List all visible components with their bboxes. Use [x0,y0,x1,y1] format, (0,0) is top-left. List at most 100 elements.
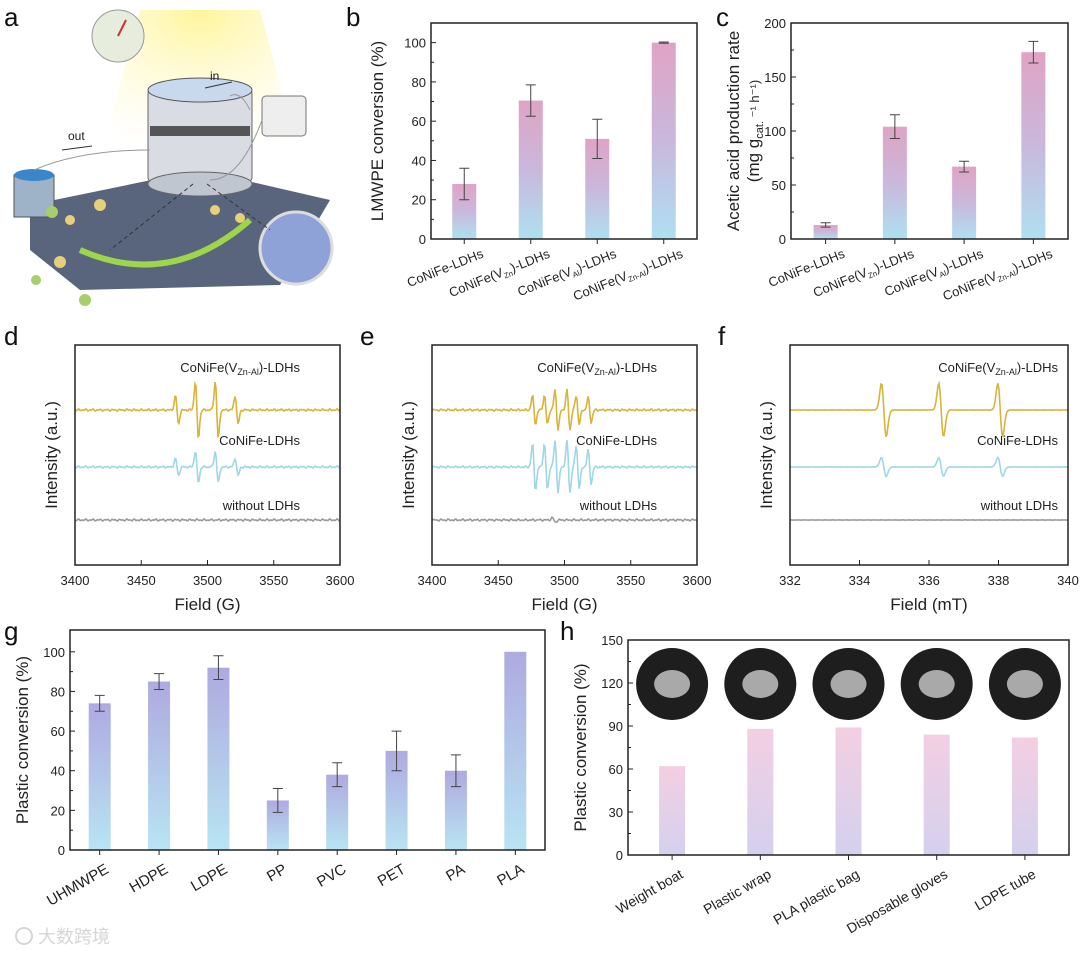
x-tick-label: PLA plastic bag [770,866,862,928]
green-arrow [78,217,252,268]
y-tick-label: 20 [51,803,65,818]
bar [651,42,676,239]
watermark: 大数跨境 [15,927,110,947]
y-axis-label: Plastic conversion (%) [571,663,590,831]
chart-e: 3400 3450 3500 3550 3600 CoNiFe(VZn-Al)-LDHs C… [399,344,712,614]
error-bar [592,118,603,159]
y-tick-label: 60 [412,114,426,129]
x-tick-label: CoNiFe(VZn-Al)-LDHs [571,246,686,306]
x-tick-label: 3450 [127,573,156,588]
bar [326,774,349,850]
chart-d: 3400 3450 3500 3550 3600 CoNiFe(VZn-Al)-LDHs C… [42,344,354,614]
bar [504,651,527,850]
x-tick-label: PP [264,861,290,886]
panel-label-e: e [360,321,374,351]
x-tick-label: LDPE [188,861,230,895]
x-tick-label: PA [443,861,468,885]
error-bar [94,694,105,712]
panel-label-g: g [4,616,18,646]
series-label: CoNiFe-LDHs [576,433,657,448]
x-tick-label: 334 [849,573,871,588]
bar [88,703,111,850]
y-tick-label: 200 [764,16,786,31]
error-bar [213,655,224,681]
series-label: without LDHs [980,498,1059,513]
reactor-illustration: in out [13,9,334,306]
x-tick-label: 3500 [193,573,222,588]
error-bar [1028,40,1039,64]
plot-frame [430,22,698,240]
x-tick-label: 336 [918,573,940,588]
y-tick-label: 50 [772,178,786,193]
x-axis-label: Field (G) [531,595,597,614]
x-tick-label: LDPE tube [972,866,1039,914]
bar [747,728,774,855]
error-bar [525,84,536,117]
x-tick-label: 3400 [418,573,447,588]
y-tick-label: 40 [412,153,426,168]
x-tick-label: PLA [494,861,527,890]
panel-label-b: b [346,2,360,32]
error-bar [459,167,470,201]
panel-label-c: c [716,2,729,32]
y-axis-label: Intensity (a.u.) [757,401,776,509]
spectrum-line [74,380,341,439]
spectrum-line [74,451,341,483]
y-tick-label: 100 [404,36,426,51]
x-tick-label: Plastic wrap [700,866,774,918]
spectrum-line [431,388,698,431]
pump-icon [261,95,307,137]
y-tick-label: 100 [43,645,65,660]
y-tick-label: 30 [609,805,623,820]
bar [518,100,543,240]
y-axis-label: Intensity (a.u.) [399,401,418,509]
error-bar [658,41,669,44]
error-bar [959,160,970,173]
plot-frame [789,344,1069,566]
spectrum-line [74,517,341,523]
bar [1021,52,1046,239]
y-tick-label: 80 [51,684,65,699]
chart-f: 332 334 336 338 340 CoNiFe(VZn-Al)-LDHs CoNiFe… [757,344,1079,614]
spectrum-line [431,516,698,524]
in-label: in [210,69,219,83]
chart-c: 050100150200CoNiFe-LDHsCoNiFe(VZn)-LDHsC… [724,16,1069,304]
x-tick-label: 332 [779,573,801,588]
x-tick-label: 3600 [683,573,712,588]
error-bar [332,762,343,788]
error-bar [391,730,402,772]
plot-frame [69,629,546,851]
plot-frame [74,344,341,566]
watermark-text: 大数跨境 [38,927,110,947]
x-tick-label: Weight boat [613,866,686,917]
y-tick-label: 120 [601,676,623,691]
chart-b: 020406080100CoNiFe-LDHsCoNiFe(VZn)-LDHsC… [368,22,698,306]
x-tick-label: 3500 [550,573,579,588]
series-label: CoNiFe-LDHs [219,433,300,448]
bar [148,681,171,850]
y-axis-label: Plastic conversion (%) [13,656,32,824]
spectrum-line [431,440,698,494]
spectrum-line [789,380,1069,438]
plot-frame [627,639,1070,856]
x-tick-label: 338 [988,573,1010,588]
y-tick-label: 60 [51,724,65,739]
y-tick-label: 60 [609,762,623,777]
y-tick-label: 0 [779,232,786,247]
x-tick-label: 3400 [61,573,90,588]
bar [813,224,838,239]
bar [266,800,289,850]
magnified-inset [258,210,334,286]
panel-label-h: h [560,616,574,646]
error-bar [450,754,461,788]
x-tick-label: 3550 [616,573,645,588]
chart-h: 0 30 60 90 120 150 Weight boat Plastic wrapPLA … [571,633,1070,936]
y-tick-label: 20 [412,193,426,208]
error-bar [154,673,165,690]
y-tick-label: 0 [419,232,426,247]
y-tick-label: 150 [764,70,786,85]
y-axis-label: LMWPE conversion (%) [368,41,387,221]
series-label: CoNiFe(VZn-Al)-LDHs [537,360,657,377]
bar [659,766,686,855]
